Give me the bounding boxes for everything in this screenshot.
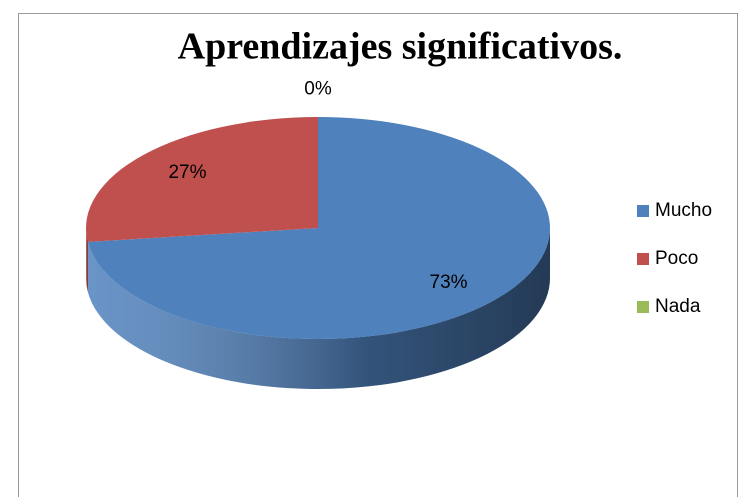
data-label: 73% <box>430 272 468 293</box>
legend-swatch <box>637 205 649 217</box>
legend-label: Poco <box>655 248 698 269</box>
legend-label: Mucho <box>655 200 712 221</box>
data-label: 27% <box>168 162 206 183</box>
chart-title: Aprendizajes significativos. <box>178 26 623 68</box>
pie-side-shade <box>87 228 550 390</box>
pie-slice <box>86 117 318 242</box>
legend-swatch <box>637 301 649 313</box>
pie-slice <box>87 117 550 339</box>
legend-swatch <box>637 253 649 265</box>
data-label: 0% <box>304 78 332 99</box>
legend-label: Nada <box>655 296 701 317</box>
pie-side-shade <box>86 228 88 292</box>
